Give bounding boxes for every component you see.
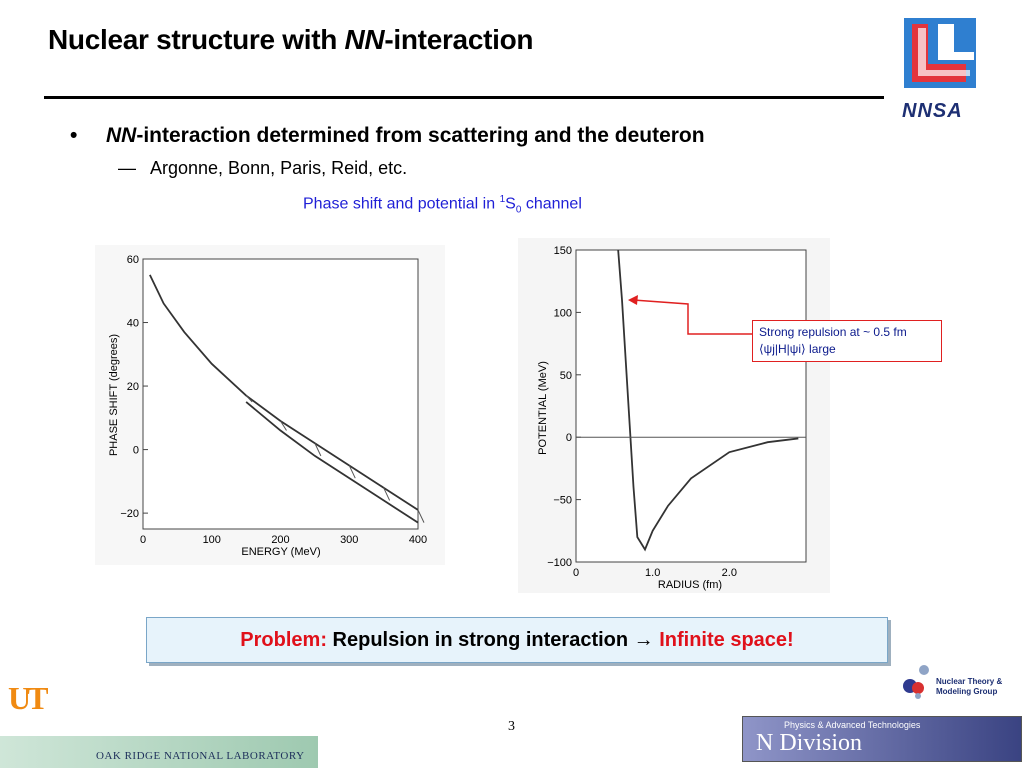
nuclear-theory-logo: Nuclear Theory & Modeling Group [936,677,1003,696]
potential-xtick: 2.0 [722,567,737,579]
phase-shift-hatch [314,443,322,457]
phase-shift-hatch [245,395,253,403]
figure-caption: Phase shift and potential in 1S0 channel [303,194,582,216]
phase-shift-hatch [280,420,287,431]
potential-ytick: 100 [554,307,572,319]
potential-ylabel: POTENTIAL (MeV) [537,361,549,455]
phase-shift-hatch [417,509,425,523]
ut-logo: UT [8,680,49,716]
repulsion-callout: Strong repulsion at ~ 0.5 fm ⟨ψj|H|ψi⟩ l… [752,320,942,362]
callout-arrow [628,295,752,335]
potential-xtick: 1.0 [645,567,660,579]
callout-line-1: Strong repulsion at ~ 0.5 fm [759,325,907,339]
potential-ytick: 150 [554,245,572,257]
phase-shift-hatch [383,487,391,501]
phase-shift-ytick: 60 [127,254,139,266]
phase-shift-xtick: 300 [340,534,358,546]
phase-shift-series-0 [149,274,419,511]
potential-ytick: −100 [547,557,572,569]
potential-ytick: −50 [553,495,572,507]
page-number: 3 [508,719,515,734]
sub-bullet-potentials: — Argonne, Bonn, Paris, Reid, etc. [118,158,408,178]
phase-shift-xtick: 200 [271,534,289,546]
potential-series-0 [617,249,799,552]
potential-ytick: 50 [560,370,572,382]
physics-division-banner [742,716,1022,762]
phase-shift-ytick: 0 [133,445,139,457]
potential-xlabel: RADIUS (fm) [658,579,722,591]
physics-division-name: N Division [756,730,863,756]
potential-xtick: 0 [573,567,579,579]
physics-division-tagline: Physics & Advanced Technologies [784,720,921,730]
phase-shift-xtick: 0 [140,534,146,546]
problem-box: Problem: Repulsion in strong interaction… [146,617,888,663]
potential-ytick: 0 [566,432,572,444]
phase-shift-ytick: 40 [127,318,139,330]
problem-label: Problem: [240,629,327,651]
ornl-banner [0,736,318,768]
title-divider [44,96,884,99]
nuclear-theory-icon [903,665,929,699]
bullet-nn-interaction: • NN-interaction determined from scatteri… [70,124,705,147]
phase-shift-ytick: −20 [120,508,139,520]
slide-title: Nuclear structure with NN-interaction [48,24,534,55]
ornl-logo: OAK RIDGE NATIONAL LABORATORY [96,750,305,762]
callout-line-2: ⟨ψj|H|ψi⟩ large [759,342,836,356]
nnsa-logo: NNSA [902,100,963,122]
potential-chart: 0 1.0 2.0 150 100 50 0 −50 −100 RADIUS (fm) POTE… [518,238,830,593]
phase-shift-xtick: 400 [409,534,427,546]
phase-shift-xtick: 100 [203,534,221,546]
phase-shift-ytick: 20 [127,381,139,393]
phase-shift-xlabel: ENERGY (MeV) [241,546,320,558]
phase-shift-hatch [348,465,356,479]
phase-shift-ylabel: PHASE SHIFT (degrees) [108,334,120,456]
phase-shift-series-1 [245,401,419,524]
llnl-logo [900,16,980,92]
